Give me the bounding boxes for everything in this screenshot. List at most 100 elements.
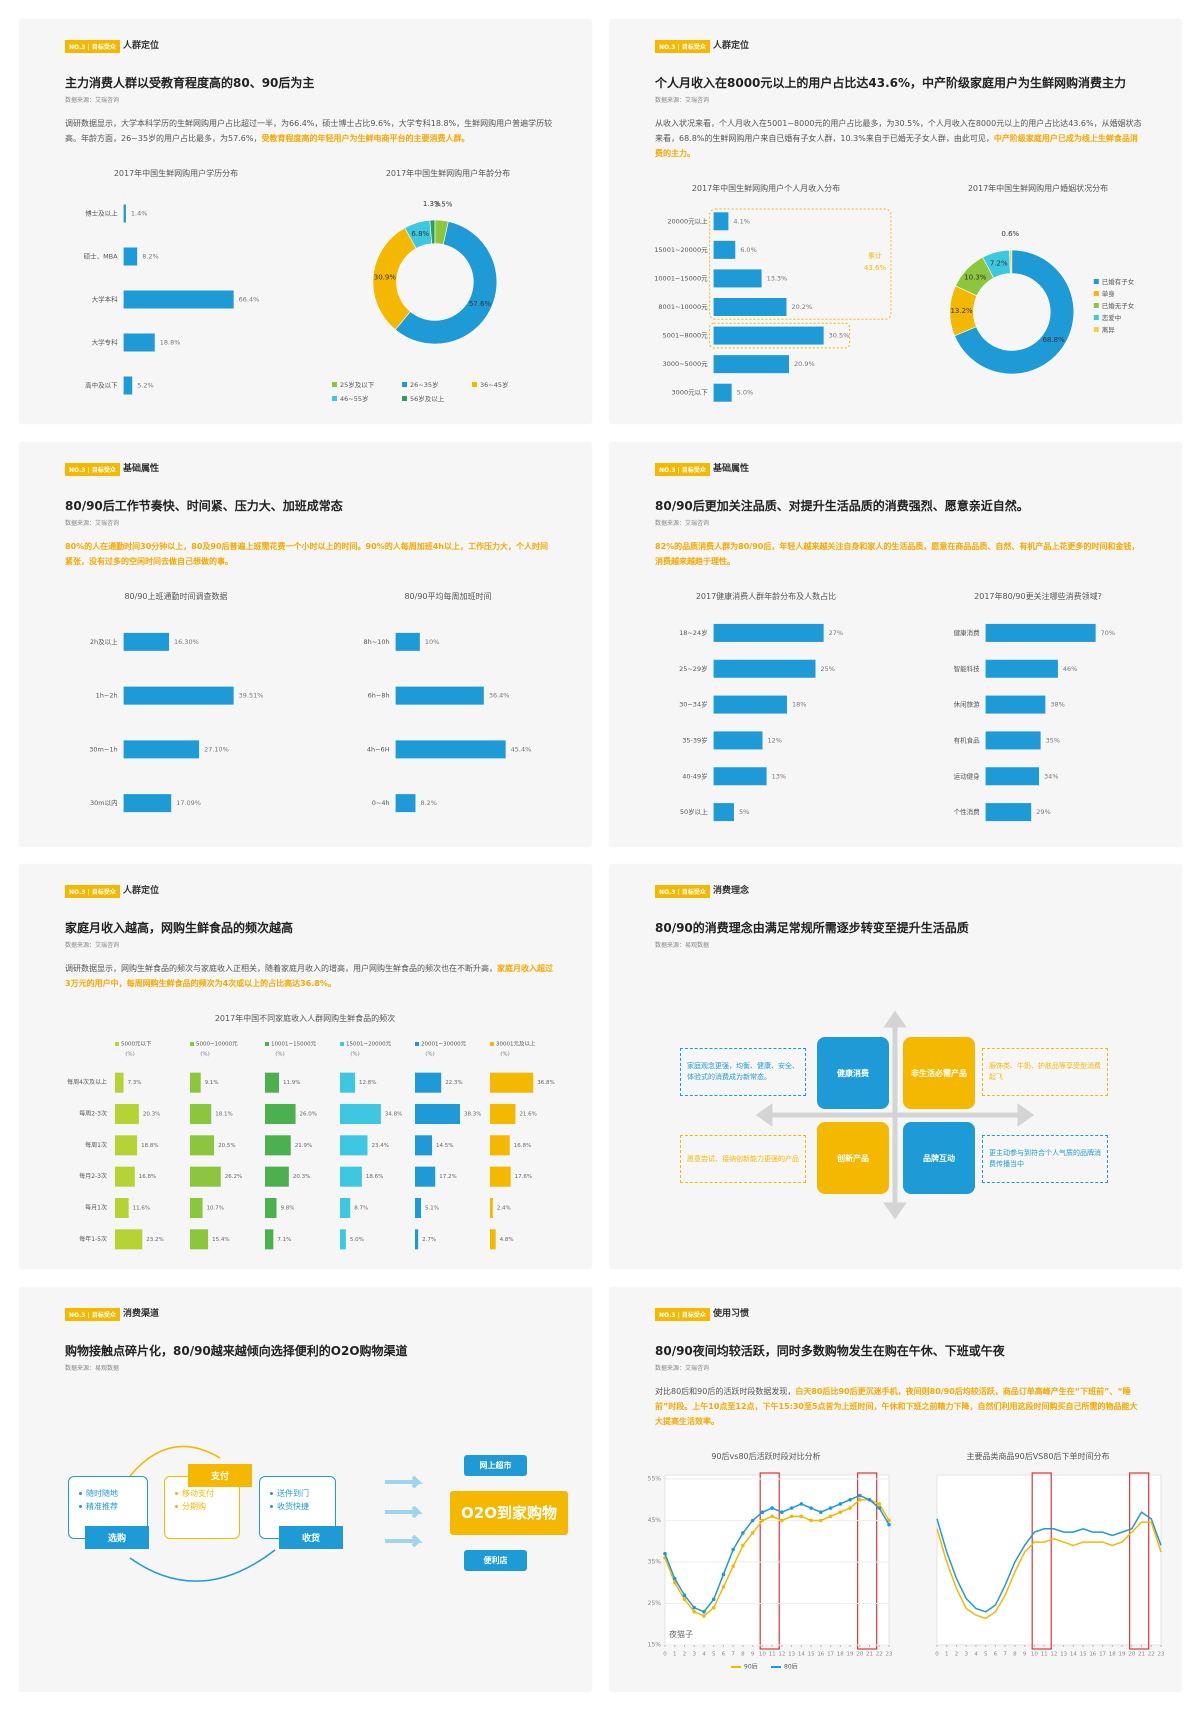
slice-label: 30.9%: [374, 273, 397, 281]
body-text: 82%的品质消费人群为80/90后，年轻人越来越关注自身和家人的生活品质，愿意在…: [655, 539, 1143, 569]
value-label: 18.8%: [160, 339, 181, 347]
chart-title: 2017年中国生鲜网购用户婚姻状况分布: [968, 183, 1108, 193]
x-tick-label: 15: [808, 1651, 815, 1657]
value-label: 18.6%: [366, 1174, 383, 1180]
x-tick-label: 18: [837, 1651, 844, 1657]
bar: [395, 632, 420, 651]
x-tick-label: 23: [1158, 1651, 1165, 1657]
category-label: 博士及以上: [85, 209, 118, 218]
bar: [395, 686, 484, 705]
slide-title: 80/90后工作节奏快、时间紧、压力大、加班成常态: [65, 498, 343, 513]
x-tick-label: 8: [741, 1651, 745, 1657]
slide: NO.3 | 目标受众 人群定位 主力消费人群以受教育程度高的80、90后为主 数据来…: [20, 20, 591, 423]
step-item: 随时随地: [79, 1487, 141, 1500]
value-label: 16.8%: [139, 1174, 156, 1180]
body-highlight: 中产阶级家庭用户已成为线上生鲜食品消费的主力。: [655, 134, 1138, 158]
slide: NO.3 | 目标受众 人群定位 个人月收入在8000元以上的用户占比达43.6%，…: [610, 20, 1181, 423]
x-tick-label: 15: [1080, 1651, 1087, 1657]
value-label: 18%: [792, 700, 806, 708]
category-label: 8001~10000元: [658, 303, 708, 311]
slide: NO.3 | 目标受众 使用习惯 80/90夜间均较活跃，同时多数购物发生在购在午休…: [610, 1287, 1181, 1691]
legend-label: 56岁及以上: [410, 394, 445, 403]
unit-label: (%): [275, 1052, 285, 1058]
annotation: 43.6%: [864, 264, 887, 272]
body-normal: 调研数据显示，网购生鲜食品的频次与家庭收入正相关，随着家庭月收入的增高，用户网购…: [65, 964, 497, 973]
legend-swatch: [1093, 279, 1099, 284]
body-text: 80%的人在通勤时间30分钟以上，80及90后普遍上班需花费一个小时以上的时间。…: [65, 539, 553, 569]
point: [731, 1547, 735, 1551]
body-text: 调研数据显示，大学本科学历的生鲜网购用户占比超过一半，为66.4%，硕士博士占比…: [65, 116, 553, 146]
value-label: 21.9%: [295, 1143, 312, 1149]
value-label: 22.3%: [445, 1080, 462, 1086]
legend-swatch: [332, 382, 337, 387]
x-tick-label: 7: [1003, 1651, 1007, 1657]
category-label: 10001~15000元: [654, 274, 708, 282]
point: [799, 1514, 804, 1518]
legend-swatch: [1093, 303, 1099, 308]
legend-swatch: [402, 382, 407, 387]
bar: [190, 1072, 201, 1093]
x-tick-label: 7: [731, 1651, 735, 1657]
slice-label: 68.8%: [1042, 336, 1065, 344]
category-label: 20000元以上: [667, 216, 708, 225]
legend-swatch: [190, 1042, 194, 1046]
x-tick-label: 3: [964, 1651, 968, 1657]
point: [819, 1509, 823, 1514]
x-tick-label: 17: [1099, 1651, 1106, 1657]
section-name: 基础属性: [713, 463, 750, 474]
value-label: 2.7%: [422, 1237, 436, 1243]
x-tick-label: 17: [827, 1651, 834, 1657]
slide: NO.3 | 目标受众 人群定位 家庭月收入越高，网购生鲜食品的频次越高 数据来源：艾…: [20, 865, 591, 1268]
donut-slice: [394, 221, 498, 345]
unit-label: (%): [350, 1052, 360, 1058]
value-label: 20.9%: [794, 360, 815, 368]
chart-title: 2017年中国生鲜网购用户年龄分布: [386, 168, 510, 178]
bar: [190, 1135, 215, 1156]
step-item-text: 收货快捷: [277, 1501, 309, 1511]
step-item: 移动支付: [175, 1487, 233, 1500]
category-label: 2h及以上: [90, 636, 118, 645]
category-label: 6h~8h: [368, 691, 390, 699]
bar: [265, 1072, 279, 1093]
bar: [713, 383, 732, 402]
point: [721, 1572, 726, 1576]
bar: [340, 1229, 346, 1250]
chart: 80/90上班通勤时间调查数据 2h及以上 16.30% 1h~2h 39.51% 30m…: [89, 591, 263, 812]
bar: [713, 659, 816, 678]
section-name: 人群定位: [713, 41, 750, 51]
x-tick-label: 13: [788, 1651, 795, 1657]
bar: [123, 333, 155, 352]
point: [828, 1514, 833, 1518]
row-label: 每周1次: [85, 1141, 107, 1149]
point: [809, 1518, 813, 1522]
x-tick-label: 10: [1031, 1651, 1038, 1657]
point: [750, 1518, 755, 1522]
slice-label: 0.6%: [1001, 230, 1019, 238]
section-name: 使用习惯: [713, 1308, 750, 1319]
point: [692, 1609, 697, 1614]
bar: [265, 1166, 289, 1187]
value-label: 16.8%: [514, 1143, 531, 1149]
slice-label: 1.3%: [423, 200, 441, 208]
value-label: 10.7%: [207, 1206, 224, 1212]
bar: [713, 802, 734, 821]
data-source: 数据来源：艾瑞咨询: [65, 519, 120, 527]
legend-swatch: [402, 396, 407, 401]
x-tick-label: 2: [683, 1651, 687, 1657]
x-tick-label: 20: [1128, 1651, 1135, 1657]
legend-label: 5000元以下: [121, 1041, 152, 1048]
value-label: 45.4%: [511, 745, 532, 753]
value-label: 8.7%: [354, 1206, 368, 1212]
value-label: 18.8%: [141, 1143, 158, 1149]
bar: [713, 623, 824, 642]
donut-slice: [1009, 249, 1013, 274]
legend-label: 已婚有子女: [1102, 277, 1135, 286]
section-tag: NO.3 | 目标受众: [65, 1307, 120, 1321]
point: [702, 1613, 706, 1618]
category-label: 智能科技: [954, 663, 981, 672]
bar: [713, 355, 790, 374]
bar: [415, 1229, 419, 1250]
bar: [115, 1197, 129, 1219]
section-name: 基础属性: [123, 463, 160, 474]
